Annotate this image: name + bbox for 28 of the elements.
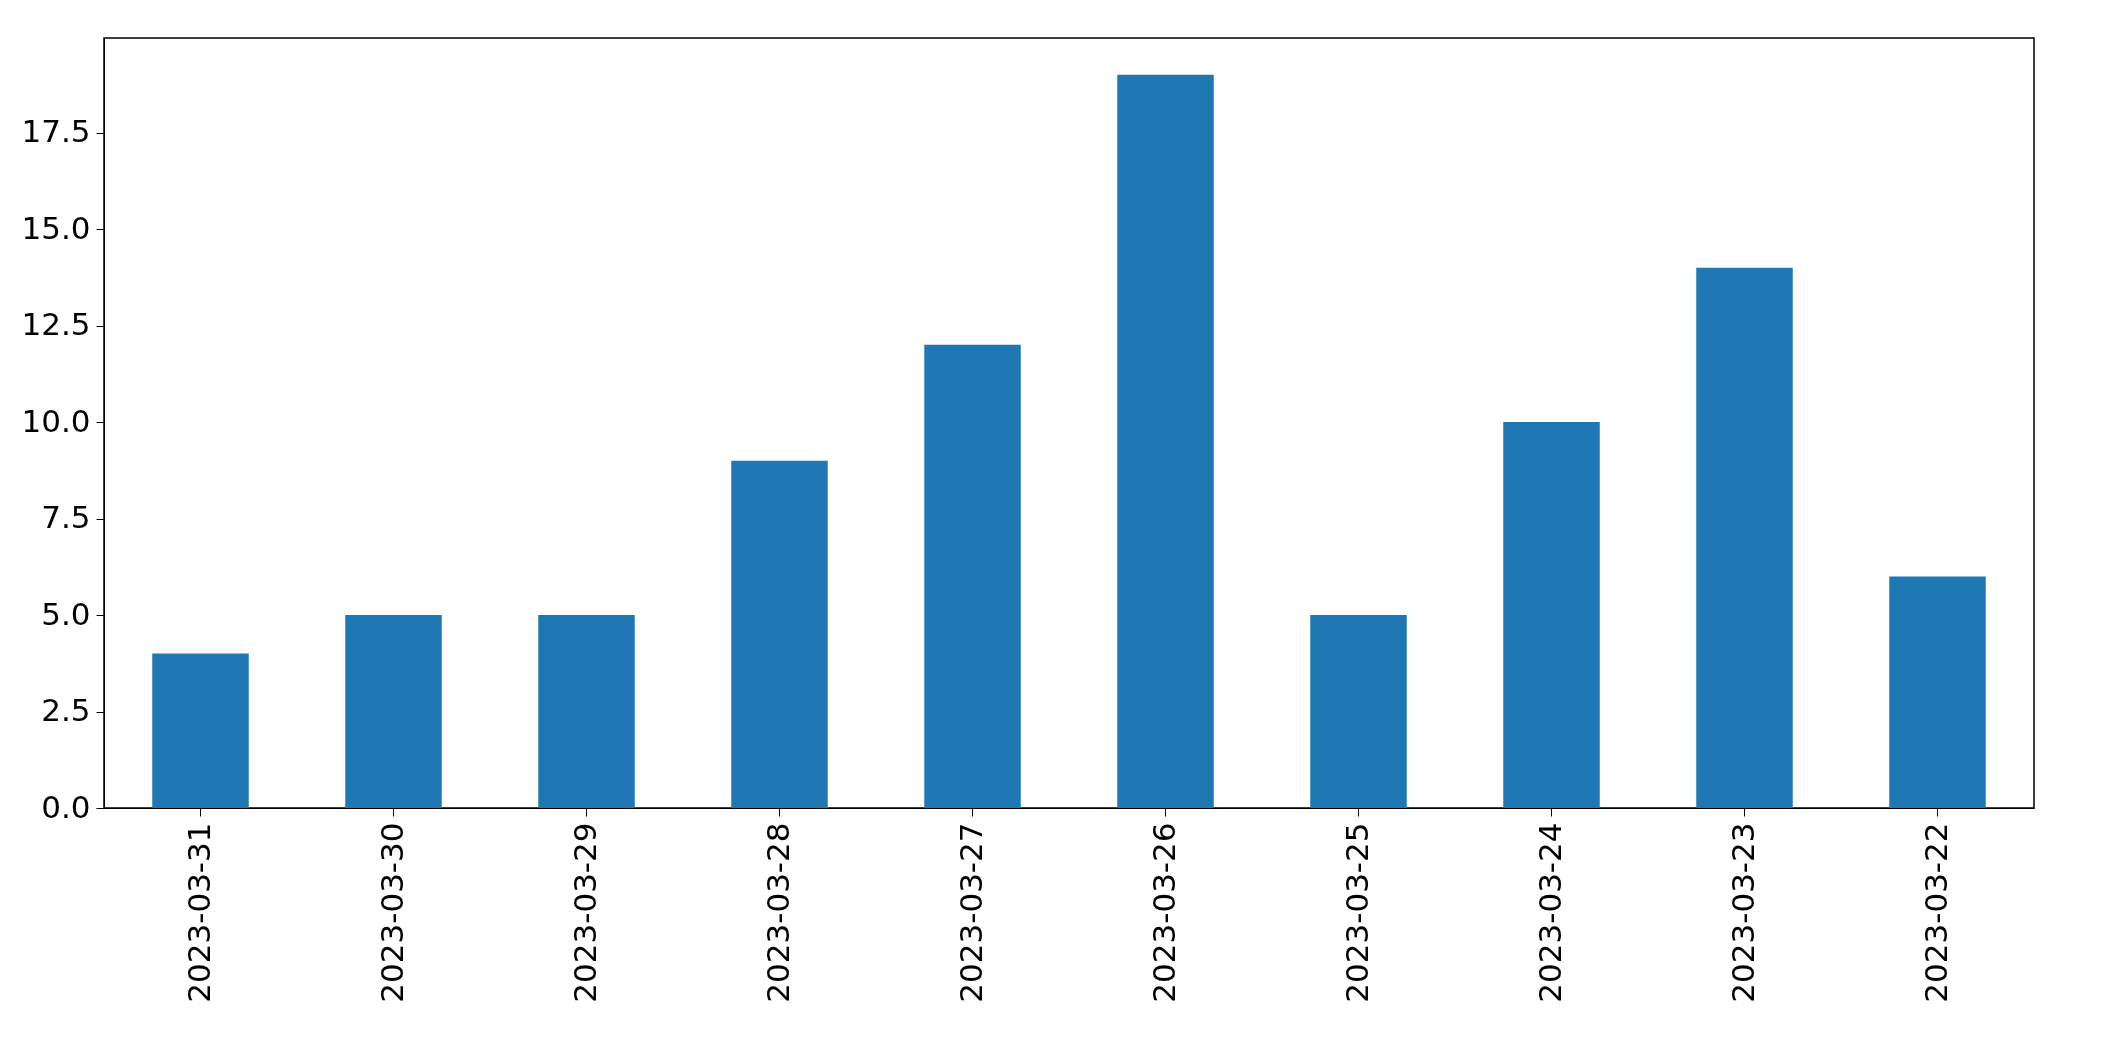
bar bbox=[345, 615, 442, 808]
bar bbox=[1310, 615, 1407, 808]
x-tick-label: 2023-03-26 bbox=[1145, 822, 1182, 1003]
bar bbox=[924, 344, 1021, 808]
bar bbox=[1889, 576, 1986, 808]
bar bbox=[731, 460, 828, 808]
x-tick-label: 2023-03-24 bbox=[1531, 822, 1568, 1003]
y-tick-label: 5.0 bbox=[41, 595, 91, 632]
x-tick-label: 2023-03-31 bbox=[180, 822, 217, 1003]
y-tick-label: 15.0 bbox=[21, 209, 91, 246]
bar bbox=[1503, 422, 1600, 808]
x-tick-label: 2023-03-29 bbox=[566, 822, 603, 1003]
x-tick-label: 2023-03-22 bbox=[1917, 822, 1954, 1003]
x-tick-label: 2023-03-28 bbox=[759, 822, 796, 1003]
bar bbox=[1696, 267, 1793, 808]
y-tick-label: 0.0 bbox=[41, 788, 91, 825]
x-tick-label: 2023-03-30 bbox=[373, 822, 410, 1003]
y-tick-label: 10.0 bbox=[21, 402, 91, 439]
y-tick-label: 2.5 bbox=[41, 692, 91, 729]
y-tick-label: 7.5 bbox=[41, 499, 91, 536]
bar bbox=[1117, 74, 1214, 808]
y-tick-label: 17.5 bbox=[21, 113, 91, 150]
y-tick-label: 12.5 bbox=[21, 306, 91, 343]
x-tick-label: 2023-03-25 bbox=[1338, 822, 1375, 1003]
bar bbox=[538, 615, 635, 808]
bar bbox=[152, 653, 249, 808]
x-tick-label: 2023-03-27 bbox=[952, 822, 989, 1003]
x-tick-label: 2023-03-23 bbox=[1724, 822, 1761, 1003]
